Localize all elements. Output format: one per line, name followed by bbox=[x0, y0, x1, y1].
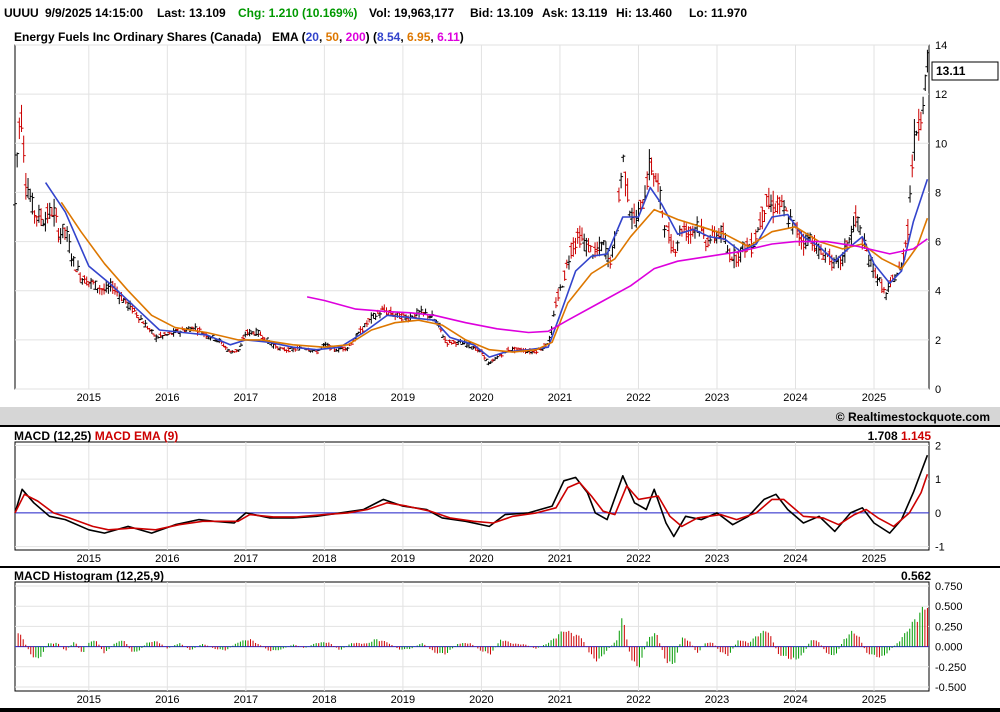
x-tick-label: 2017 bbox=[234, 392, 258, 404]
ema-50-line bbox=[60, 201, 929, 353]
x-tick-label: 2021 bbox=[548, 392, 572, 404]
x-tick-label: 2020 bbox=[469, 694, 493, 706]
ema-legend: EMA (20, 50, 200) (8.54, 6.95, 6.11) bbox=[272, 30, 464, 44]
ema-value-20: 8.54 bbox=[377, 30, 401, 44]
x-tick-label: 2018 bbox=[312, 694, 336, 706]
ticker-symbol: UUUU bbox=[4, 6, 39, 20]
y-tick-label: 1 bbox=[935, 474, 941, 486]
last-price-tag-label: 13.11 bbox=[936, 64, 966, 78]
x-tick-label: 2019 bbox=[391, 392, 415, 404]
price-chart-title: Energy Fuels Inc Ordinary Shares (Canada… bbox=[14, 30, 261, 44]
macd-value: 1.708 bbox=[868, 429, 898, 443]
x-tick-label: 2025 bbox=[862, 694, 886, 706]
ema-value-50: 6.95 bbox=[407, 30, 431, 44]
macd-line bbox=[14, 454, 929, 538]
ema-period-50: 50 bbox=[326, 30, 340, 44]
x-tick-label: 2017 bbox=[234, 694, 258, 706]
macd-signal-value: 1.145 bbox=[901, 429, 931, 443]
y-tick-label: 2 bbox=[935, 440, 941, 452]
price-panel-footer bbox=[0, 407, 1000, 425]
ema-label: EMA bbox=[272, 30, 299, 44]
y-tick-label: 10 bbox=[935, 138, 947, 150]
macd-values: 1.708 1.145 bbox=[868, 429, 932, 443]
x-tick-label: 2016 bbox=[155, 392, 179, 404]
ema-period-20: 20 bbox=[306, 30, 320, 44]
x-tick-label: 2015 bbox=[77, 392, 101, 404]
quote-header: UUUU 9/9/2025 14:15:00 Last: 13.109 Chg:… bbox=[0, 0, 1000, 27]
low-price: Lo: 11.970 bbox=[689, 6, 748, 20]
x-tick-label: 2016 bbox=[155, 694, 179, 706]
x-tick-label: 2020 bbox=[469, 392, 493, 404]
ema-period-200: 200 bbox=[346, 30, 366, 44]
x-tick-label: 2024 bbox=[783, 392, 807, 404]
y-tick-label: 8 bbox=[935, 187, 941, 199]
histogram-plot-frame bbox=[14, 581, 930, 692]
y-tick-label: 6 bbox=[935, 237, 941, 249]
ema-200-line bbox=[306, 238, 928, 334]
ema-20-line bbox=[44, 178, 929, 358]
grid: 2015 2016 2017 2018 2019 2020 2021 2022 2023 2024… bbox=[15, 40, 966, 706]
x-tick-label: 2025 bbox=[862, 553, 886, 565]
x-tick-label: 2020 bbox=[469, 553, 493, 565]
x-tick-label: 2023 bbox=[705, 392, 729, 404]
x-tick-label: 2022 bbox=[626, 694, 650, 706]
y-tick-label: 12 bbox=[935, 89, 947, 101]
macd-label: MACD (12,25) bbox=[14, 429, 91, 443]
ask-price: Ask: 13.119 bbox=[542, 6, 608, 20]
x-tick-label: 2024 bbox=[783, 694, 807, 706]
watermark: © Realtimestockquote.com bbox=[836, 410, 990, 424]
price-change: Chg: 1.210 (10.169%) bbox=[238, 6, 358, 20]
y-tick-label: 0.500 bbox=[935, 601, 963, 613]
bottom-border bbox=[0, 708, 1000, 712]
y-tick-label: -0.250 bbox=[935, 662, 966, 674]
y-tick-label: 0.250 bbox=[935, 621, 963, 633]
x-tick-label: 2015 bbox=[77, 553, 101, 565]
last-price-tag bbox=[931, 61, 999, 81]
ema-value-200: 6.11 bbox=[437, 30, 460, 44]
y-tick-label: -0.500 bbox=[935, 682, 966, 694]
histogram-value: 0.562 bbox=[901, 569, 931, 583]
y-tick-label: 0 bbox=[935, 384, 941, 396]
x-tick-label: 2016 bbox=[155, 553, 179, 565]
y-tick-label: 0.000 bbox=[935, 642, 963, 654]
x-tick-label: 2022 bbox=[626, 392, 650, 404]
x-tick-label: 2024 bbox=[783, 553, 807, 565]
high-price: Hi: 13.460 bbox=[616, 6, 673, 20]
panel-separator bbox=[0, 566, 1000, 568]
x-tick-label: 2025 bbox=[862, 392, 886, 404]
x-tick-label: 2015 bbox=[77, 694, 101, 706]
y-tick-label: 4 bbox=[935, 286, 941, 298]
y-tick-label: -1 bbox=[935, 542, 945, 554]
y-tick-label: 14 bbox=[935, 40, 947, 52]
volume: Vol: 19,963,177 bbox=[369, 6, 455, 20]
bid-price: Bid: 13.109 bbox=[470, 6, 534, 20]
y-tick-label: 0.750 bbox=[935, 581, 963, 593]
x-tick-label: 2018 bbox=[312, 392, 336, 404]
x-tick-label: 2021 bbox=[548, 694, 572, 706]
x-tick-label: 2019 bbox=[391, 553, 415, 565]
x-tick-label: 2023 bbox=[705, 694, 729, 706]
x-tick-label: 2017 bbox=[234, 553, 258, 565]
macd-plot-frame bbox=[14, 441, 930, 551]
y-tick-label: 2 bbox=[935, 335, 941, 347]
x-tick-label: 2019 bbox=[391, 694, 415, 706]
x-tick-label: 2018 bbox=[312, 553, 336, 565]
last-price: Last: 13.109 bbox=[157, 6, 226, 20]
histogram-title: MACD Histogram (12,25,9) bbox=[14, 569, 164, 583]
chart-marks bbox=[13, 49, 930, 668]
x-tick-label: 2023 bbox=[705, 553, 729, 565]
macd-signal-line bbox=[14, 473, 929, 531]
x-tick-label: 2022 bbox=[626, 553, 650, 565]
macd-signal-label: MACD EMA (9) bbox=[95, 429, 179, 443]
quote-datetime: 9/9/2025 14:15:00 bbox=[45, 6, 144, 20]
x-tick-label: 2021 bbox=[548, 553, 572, 565]
y-tick-label: 0 bbox=[935, 508, 941, 520]
macd-title: MACD (12,25) MACD EMA (9) bbox=[14, 429, 178, 443]
